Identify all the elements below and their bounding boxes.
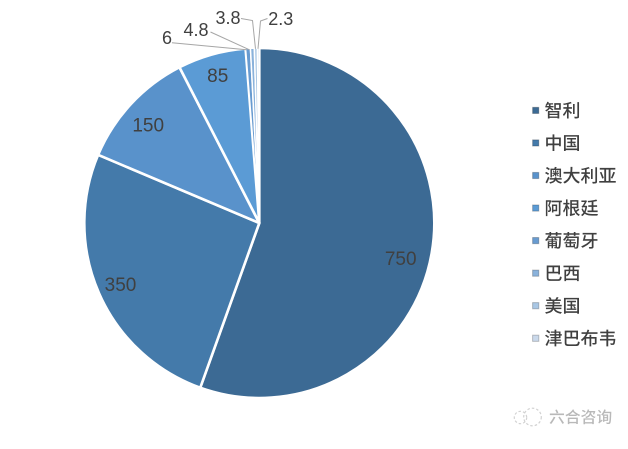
svg-text:150: 150 bbox=[132, 116, 164, 137]
svg-text:350: 350 bbox=[105, 275, 137, 296]
svg-text:4.8: 4.8 bbox=[183, 20, 208, 40]
svg-text:3.8: 3.8 bbox=[215, 8, 240, 28]
svg-text:2.3: 2.3 bbox=[268, 9, 293, 29]
svg-text:85: 85 bbox=[207, 66, 228, 87]
svg-text:750: 750 bbox=[385, 249, 417, 270]
svg-text:6: 6 bbox=[162, 28, 172, 48]
